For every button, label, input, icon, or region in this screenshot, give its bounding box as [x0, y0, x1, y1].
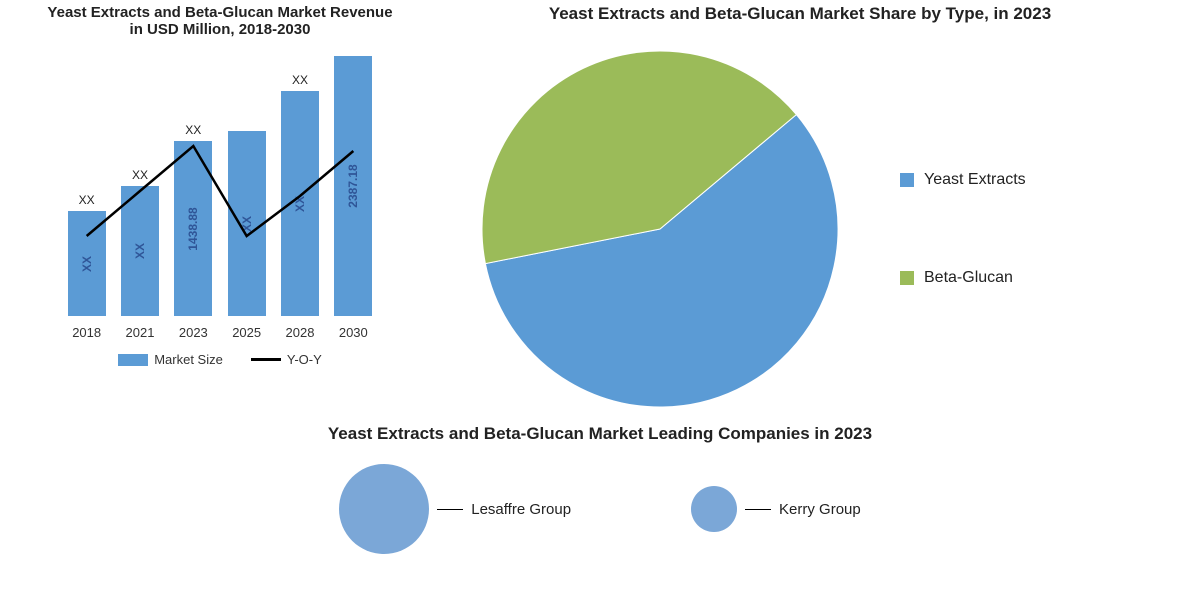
- bar-chart: XXXXXXXX1438.88XXXXXXXX2387.18 201820212…: [40, 46, 400, 346]
- bar-top-label: XX: [292, 73, 308, 87]
- pie-chart: [480, 49, 840, 409]
- bar-group: XXXX: [278, 91, 322, 316]
- pie-swatch-icon: [900, 271, 914, 285]
- x-tick-label: 2025: [232, 325, 261, 340]
- bar-group: XXXX: [65, 211, 109, 316]
- x-tick-label: 2018: [72, 325, 101, 340]
- pie-legend-label: Yeast Extracts: [924, 171, 1026, 189]
- company-bubble-icon: [691, 486, 737, 532]
- bar-chart-x-labels: 2018 2021 2023 2025 2028 2030: [60, 325, 380, 340]
- bar: XXXX: [121, 186, 159, 316]
- bar-value-label: 2387.18: [346, 164, 360, 207]
- bar-chart-bars: XXXXXXXX1438.88XXXXXXXX2387.18: [60, 66, 380, 316]
- bar-group: XXXX: [118, 186, 162, 316]
- company-bubble-icon: [339, 464, 429, 554]
- x-tick-label: 2023: [179, 325, 208, 340]
- bar-top-label: XX: [132, 168, 148, 182]
- bar-value-label: XX: [293, 195, 307, 211]
- bar-chart-title: Yeast Extracts and Beta-Glucan Market Re…: [20, 4, 420, 46]
- x-tick-label: 2030: [339, 325, 368, 340]
- bar-group: 1438.88XX: [171, 141, 215, 316]
- infographic-container: Yeast Extracts and Beta-Glucan Market Re…: [0, 0, 1200, 600]
- bar: 1438.88XX: [174, 141, 212, 316]
- bar-swatch-icon: [118, 354, 148, 366]
- bar-group: XX: [225, 131, 269, 316]
- companies-bubbles: Lesaffre Group Kerry Group: [20, 464, 1180, 554]
- pie-svg: [480, 49, 840, 409]
- company-label: Kerry Group: [779, 501, 861, 518]
- bar-chart-legend: Market Size Y-O-Y: [20, 352, 420, 367]
- companies-panel: Yeast Extracts and Beta-Glucan Market Le…: [20, 424, 1180, 554]
- bar: XX: [228, 131, 266, 316]
- legend-item-market-size: Market Size: [118, 352, 223, 367]
- bar-top-label: XX: [185, 123, 201, 137]
- bar-value-label: XX: [240, 215, 254, 231]
- lead-line-icon: [437, 509, 463, 510]
- companies-title: Yeast Extracts and Beta-Glucan Market Le…: [20, 424, 1180, 444]
- pie-legend-item: Yeast Extracts: [900, 171, 1026, 189]
- bar-group: 2387.18: [331, 56, 375, 316]
- bar: XXXX: [281, 91, 319, 316]
- bar-top-label: XX: [79, 193, 95, 207]
- pie-chart-title: Yeast Extracts and Beta-Glucan Market Sh…: [420, 4, 1180, 24]
- bar: 2387.18: [334, 56, 372, 316]
- bar-value-label: XX: [80, 255, 94, 271]
- bar: XXXX: [68, 211, 106, 316]
- pie-chart-wrap: Yeast Extracts Beta-Glucan: [480, 34, 1026, 424]
- pie-legend-item: Beta-Glucan: [900, 269, 1026, 287]
- line-swatch-icon: [251, 358, 281, 361]
- pie-chart-legend: Yeast Extracts Beta-Glucan: [900, 171, 1026, 287]
- company-item: Kerry Group: [691, 486, 861, 532]
- company-item: Lesaffre Group: [339, 464, 571, 554]
- bar-value-label: XX: [133, 243, 147, 259]
- legend-bar-label: Market Size: [154, 352, 223, 367]
- x-tick-label: 2021: [126, 325, 155, 340]
- bar-value-label: 1438.88: [186, 207, 200, 250]
- pie-legend-label: Beta-Glucan: [924, 269, 1013, 287]
- bar-chart-panel: Yeast Extracts and Beta-Glucan Market Re…: [20, 4, 420, 424]
- top-row: Yeast Extracts and Beta-Glucan Market Re…: [20, 4, 1180, 424]
- pie-swatch-icon: [900, 173, 914, 187]
- legend-line-label: Y-O-Y: [287, 352, 322, 367]
- lead-line-icon: [745, 509, 771, 510]
- pie-chart-panel: Yeast Extracts and Beta-Glucan Market Sh…: [420, 4, 1180, 424]
- company-label: Lesaffre Group: [471, 501, 571, 518]
- legend-item-yoy: Y-O-Y: [251, 352, 322, 367]
- x-tick-label: 2028: [286, 325, 315, 340]
